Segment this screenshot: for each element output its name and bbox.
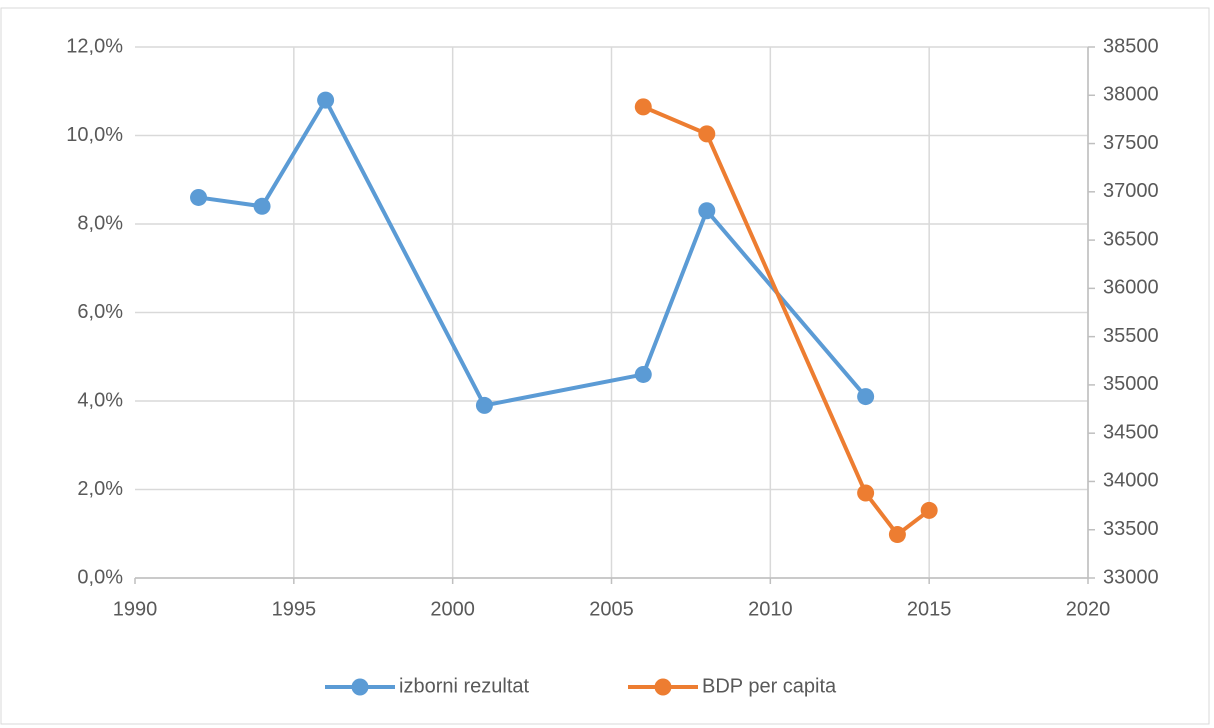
y-tick-label: 6,0% bbox=[77, 301, 123, 323]
y-tick-label: 10,0% bbox=[66, 124, 123, 146]
y-tick-label: 4,0% bbox=[77, 389, 123, 411]
legend-marker bbox=[654, 678, 672, 696]
data-point bbox=[698, 202, 716, 220]
x-tick-label: 1995 bbox=[272, 598, 317, 620]
y2-tick-label: 35000 bbox=[1103, 373, 1159, 395]
x-tick-label: 2005 bbox=[589, 598, 634, 620]
y2-tick-label: 36500 bbox=[1103, 228, 1159, 250]
y2-tick-label: 33500 bbox=[1103, 518, 1159, 540]
x-tick-label: 2015 bbox=[907, 598, 952, 620]
data-point bbox=[857, 484, 875, 502]
chart-border bbox=[0, 7, 1210, 725]
y2-tick-label: 36000 bbox=[1103, 277, 1159, 299]
x-tick-label: 2000 bbox=[430, 598, 475, 620]
y2-tick-label: 38500 bbox=[1103, 35, 1159, 57]
data-point bbox=[190, 188, 208, 206]
y2-tick-label: 34000 bbox=[1103, 470, 1159, 492]
data-point bbox=[857, 388, 875, 406]
y2-tick-label: 37500 bbox=[1103, 132, 1159, 154]
data-point bbox=[920, 501, 938, 519]
y2-tick-label: 37000 bbox=[1103, 180, 1159, 202]
data-point bbox=[634, 365, 652, 383]
x-tick-label: 2020 bbox=[1066, 598, 1111, 620]
x-tick-label: 1990 bbox=[113, 598, 158, 620]
data-point bbox=[888, 526, 906, 544]
y2-tick-label: 38000 bbox=[1103, 84, 1159, 106]
y-tick-label: 12,0% bbox=[66, 35, 123, 57]
y2-tick-label: 33000 bbox=[1103, 566, 1159, 588]
y-tick-label: 0,0% bbox=[77, 566, 123, 588]
legend-label: izborni rezultat bbox=[399, 675, 530, 697]
y2-tick-label: 35500 bbox=[1103, 325, 1159, 347]
legend-marker bbox=[351, 678, 369, 696]
data-point bbox=[634, 98, 652, 116]
data-point bbox=[475, 396, 493, 414]
data-point bbox=[317, 91, 335, 109]
data-point bbox=[698, 125, 716, 143]
data-point bbox=[253, 197, 271, 215]
legend-label: BDP per capita bbox=[702, 675, 837, 697]
y2-tick-label: 34500 bbox=[1103, 421, 1159, 443]
y-tick-label: 2,0% bbox=[77, 478, 123, 500]
x-tick-label: 2010 bbox=[748, 598, 793, 620]
y-tick-label: 8,0% bbox=[77, 212, 123, 234]
